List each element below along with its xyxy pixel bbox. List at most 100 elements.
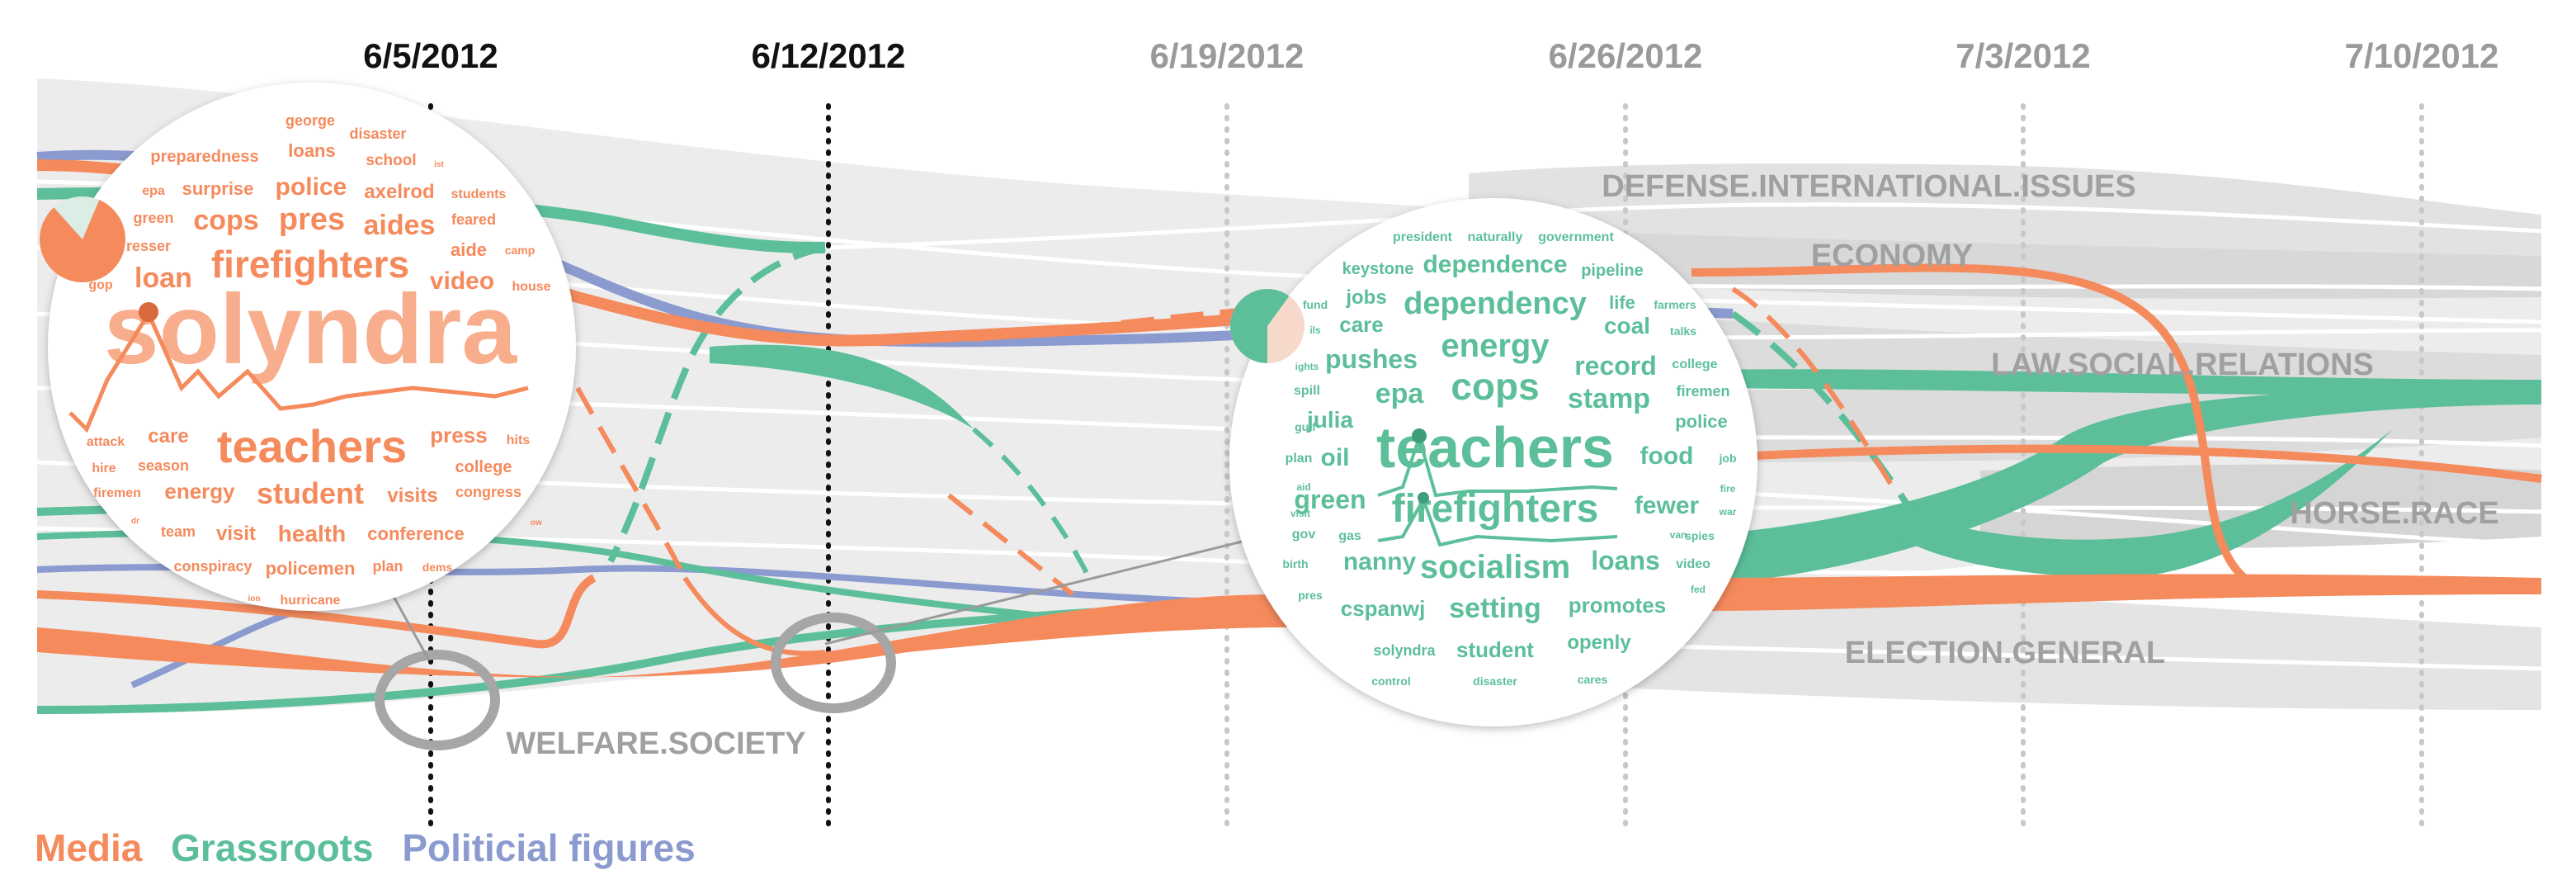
grassroots-word-4[interactable]: dependence — [1422, 251, 1567, 278]
grassroots-word-14[interactable]: talks — [1670, 324, 1696, 338]
media-word-3[interactable]: loans — [288, 140, 335, 161]
grassroots-word-48[interactable]: video — [1676, 557, 1710, 571]
grassroots-word-30[interactable]: oil — [1321, 444, 1350, 471]
topic-band-economy[interactable] — [1568, 231, 2541, 299]
date-label-2[interactable]: 6/19/2012 — [1150, 36, 1305, 75]
stream-grassroots-8[interactable] — [607, 244, 826, 563]
media-word-7[interactable]: surprise — [182, 178, 254, 199]
stream-political-4[interactable] — [130, 608, 299, 688]
stream-media-3[interactable] — [36, 574, 597, 649]
grassroots-word-9[interactable]: life — [1609, 292, 1635, 313]
media-word-40[interactable]: team — [161, 523, 196, 540]
media-word-25[interactable]: attack — [87, 435, 125, 449]
media-word-31[interactable]: season — [138, 457, 189, 474]
grassroots-word-49[interactable]: fed — [1691, 584, 1706, 595]
grassroots-word-33[interactable]: aid — [1296, 481, 1310, 493]
media-word-43[interactable]: conference — [367, 523, 464, 544]
stream-grassroots-9[interactable] — [972, 427, 1092, 580]
media-word-34[interactable]: energy — [164, 479, 235, 504]
media-word-36[interactable]: visits — [387, 485, 437, 507]
grassroots-word-44[interactable]: birth — [1282, 557, 1308, 570]
grassroots-word-8[interactable]: dependency — [1404, 286, 1587, 321]
pie-grassroots[interactable] — [1229, 289, 1305, 363]
topic-label-1[interactable]: ECONOMY — [1811, 239, 1973, 273]
media-word-23[interactable]: house — [512, 280, 550, 294]
media-word-10[interactable]: students — [451, 187, 507, 201]
stream-grassroots-6[interactable] — [1730, 310, 1926, 531]
media-word-48[interactable]: hurricane — [281, 594, 341, 608]
grassroots-word-28[interactable]: teachers — [1376, 415, 1614, 480]
grassroots-word-59[interactable]: cares — [1578, 673, 1608, 686]
grassroots-word-52[interactable]: setting — [1449, 593, 1540, 624]
topic-band-horse-race[interactable] — [1980, 464, 2541, 549]
grassroots-word-34[interactable]: fire — [1720, 483, 1736, 494]
media-word-21[interactable]: loan — [134, 263, 192, 294]
grassroots-word-32[interactable]: job — [1719, 452, 1737, 465]
grassroots-word-53[interactable]: promotes — [1569, 593, 1666, 617]
date-label-1[interactable]: 6/12/2012 — [752, 36, 906, 75]
stream-grassroots-2[interactable] — [710, 344, 974, 429]
media-word-5[interactable]: ist — [434, 160, 444, 169]
grassroots-word-37[interactable]: fewer — [1635, 492, 1700, 519]
media-word-44[interactable]: conspiracy — [173, 558, 252, 575]
stream-grassroots-7[interactable] — [1898, 429, 2393, 578]
date-label-4[interactable]: 7/3/2012 — [1956, 36, 2091, 75]
grassroots-word-54[interactable]: openly — [1567, 632, 1631, 654]
grassroots-word-26[interactable]: julia — [1306, 407, 1353, 433]
media-word-6[interactable]: epa — [142, 184, 165, 198]
grassroots-word-25[interactable]: gulf — [1295, 420, 1316, 433]
grassroots-word-23[interactable]: stamp — [1568, 383, 1650, 414]
media-word-35[interactable]: student — [257, 476, 364, 510]
media-word-24[interactable]: solyndra — [104, 274, 517, 385]
media-word-32[interactable]: college — [455, 458, 512, 476]
grassroots-word-0[interactable]: president — [1393, 230, 1453, 244]
grassroots-word-1[interactable]: naturally — [1468, 230, 1523, 244]
grassroots-word-13[interactable]: coal — [1604, 313, 1650, 338]
grassroots-word-2[interactable]: government — [1538, 230, 1614, 244]
media-word-8[interactable]: police — [276, 173, 347, 201]
grassroots-word-16[interactable]: pushes — [1325, 344, 1418, 374]
grassroots-word-27[interactable]: police — [1675, 411, 1728, 432]
grassroots-word-57[interactable]: control — [1371, 674, 1410, 688]
legend-grassroots[interactable]: Grassroots — [171, 826, 374, 869]
grassroots-word-20[interactable]: spill — [1294, 384, 1320, 398]
grassroots-word-43[interactable]: spies — [1685, 529, 1715, 542]
media-word-46[interactable]: plan — [372, 558, 403, 575]
grassroots-word-10[interactable]: farmers — [1654, 298, 1696, 311]
media-word-30[interactable]: hire — [92, 461, 116, 475]
grassroots-word-11[interactable]: ils — [1309, 324, 1321, 336]
media-word-39[interactable]: ow — [531, 518, 542, 528]
grassroots-word-56[interactable]: student — [1456, 637, 1534, 662]
legend-political[interactable]: Politicial figures — [402, 826, 696, 869]
date-label-3[interactable]: 6/26/2012 — [1549, 36, 1703, 75]
wordcloud-grassroots[interactable]: president naturally government keystone depe… — [1229, 198, 1757, 726]
topic-label-0[interactable]: DEFENSE.INTERNATIONAL.ISSUES — [1602, 169, 2135, 204]
media-word-0[interactable]: george — [285, 112, 335, 129]
stream-grassroots-5[interactable] — [1634, 369, 2541, 396]
grassroots-word-41[interactable]: gas — [1338, 529, 1361, 543]
grassroots-word-47[interactable]: loans — [1591, 546, 1660, 575]
grassroots-word-46[interactable]: socialism — [1420, 549, 1570, 585]
stream-media-6[interactable] — [1691, 263, 2248, 581]
grassroots-word-42[interactable]: van — [1670, 529, 1687, 541]
media-word-11[interactable]: green — [133, 210, 173, 226]
grassroots-word-3[interactable]: keystone — [1342, 260, 1414, 278]
media-word-37[interactable]: congress — [455, 484, 521, 500]
media-word-9[interactable]: axelrod — [364, 181, 434, 203]
grassroots-word-21[interactable]: epa — [1375, 378, 1425, 409]
media-word-13[interactable]: pres — [279, 202, 345, 237]
media-word-2[interactable]: preparedness — [150, 148, 258, 166]
media-word-27[interactable]: press — [430, 423, 487, 447]
grassroots-word-15[interactable]: ights — [1295, 361, 1319, 372]
date-label-5[interactable]: 7/10/2012 — [2345, 36, 2499, 75]
stream-media-5[interactable] — [1700, 574, 2541, 611]
media-word-22[interactable]: video — [430, 267, 494, 295]
media-word-19[interactable]: firefighters — [211, 243, 409, 286]
media-word-26[interactable]: care — [148, 425, 188, 447]
wordcloud-media[interactable]: george disaster preparedness loans school ist… — [40, 83, 576, 611]
media-word-1[interactable]: disaster — [349, 125, 406, 142]
grassroots-word-45[interactable]: nanny — [1343, 548, 1417, 575]
grassroots-word-12[interactable]: care — [1339, 312, 1384, 337]
topic-band-election-general[interactable] — [1568, 578, 2541, 710]
media-word-29[interactable]: teachers — [217, 420, 407, 472]
